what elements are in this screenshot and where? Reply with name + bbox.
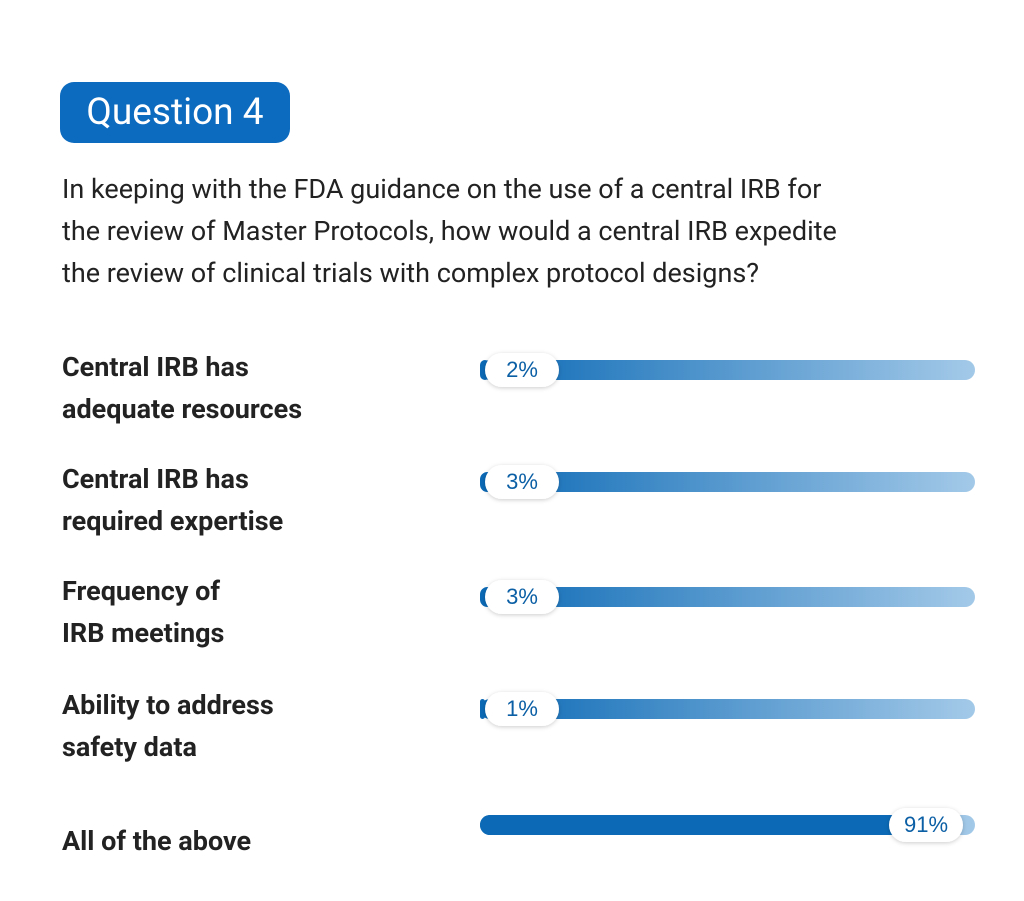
value-label: 91%: [904, 812, 948, 837]
value-pill: [485, 692, 559, 726]
category-label: All of the above: [62, 825, 252, 857]
question-badge: Question 4: [60, 82, 290, 143]
question-text: In keeping with the FDA guidance on the …: [62, 173, 837, 289]
value-label: 3%: [506, 584, 538, 609]
bar-track: [480, 699, 975, 719]
category-label: Frequency of IRB meetings: [62, 575, 225, 649]
bar-track: [480, 587, 975, 607]
value-pill: [889, 808, 963, 842]
category-label: Central IRB has adequate resources: [62, 351, 303, 425]
value-label: 3%: [506, 469, 538, 494]
category-label: Ability to address safety data: [62, 689, 274, 763]
value-pill: [485, 580, 559, 614]
bar-track: [480, 472, 975, 492]
value-label: 2%: [506, 357, 538, 382]
bar-track: [480, 360, 975, 380]
category-label: Central IRB has required expertise: [62, 463, 284, 537]
value-pill: [485, 353, 559, 387]
value-pill: [485, 465, 559, 499]
bar: [480, 699, 485, 719]
bar: [480, 815, 931, 835]
value-label: 1%: [506, 696, 538, 721]
